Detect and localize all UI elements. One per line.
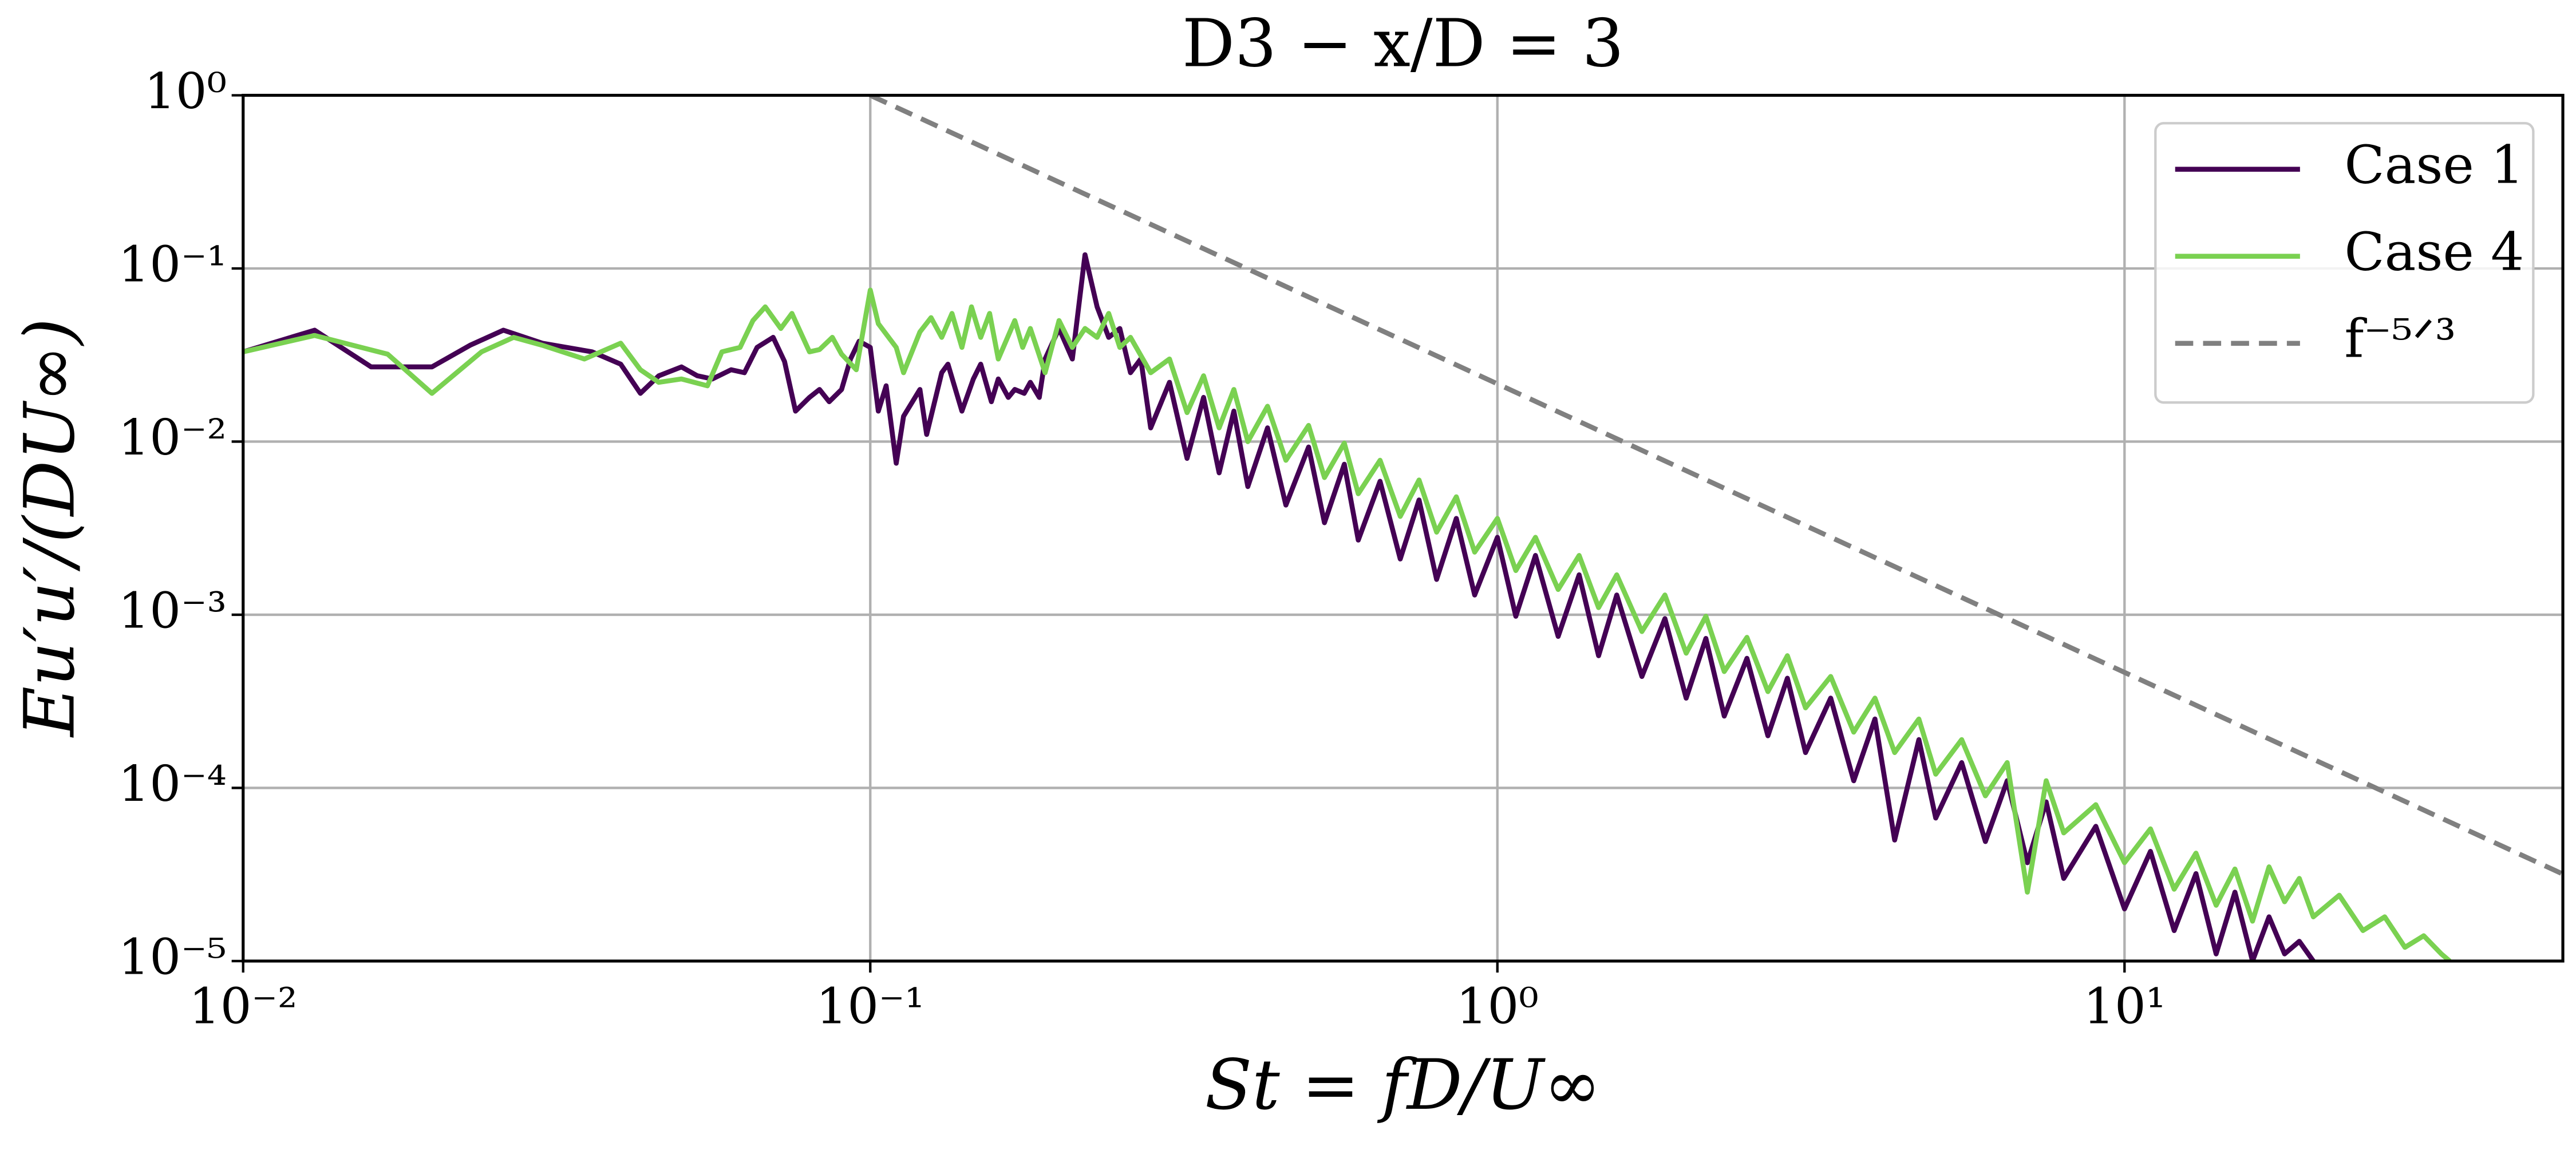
x-tick-label: 10¹ (2083, 978, 2166, 1036)
legend: Case 1 Case 4 f⁻⁵ᐟ³ (2154, 122, 2535, 404)
legend-label: Case 1 (2344, 135, 2524, 196)
y-tick-label: 10⁻⁴ (118, 756, 227, 813)
y-tick-label: 10⁻³ (118, 582, 227, 639)
x-tick-label: 10⁰ (1456, 978, 1539, 1036)
legend-label: Case 4 (2344, 222, 2524, 283)
x-tick-label: 10⁻² (189, 978, 297, 1036)
y-tick-label: 10⁰ (144, 63, 227, 120)
plot-frame (242, 93, 2565, 963)
x-tick-label: 10⁻¹ (816, 978, 924, 1036)
legend-box (2154, 122, 2535, 404)
series-line (869, 95, 2563, 876)
chart-title: D3 − x/D = 3 (1182, 6, 1624, 82)
y-axis-label: Eu′u′/(DU∞) (10, 318, 90, 738)
y-tick-label: 10⁻⁵ (118, 928, 227, 986)
series-line (243, 252, 2316, 961)
legend-label: f⁻⁵ᐟ³ (2344, 309, 2456, 370)
series-line (243, 287, 2452, 961)
y-tick-label: 10⁻² (118, 409, 227, 467)
x-axis-label: St = fD/U∞ (1205, 1045, 1601, 1125)
y-tick-label: 10⁻¹ (118, 236, 227, 293)
